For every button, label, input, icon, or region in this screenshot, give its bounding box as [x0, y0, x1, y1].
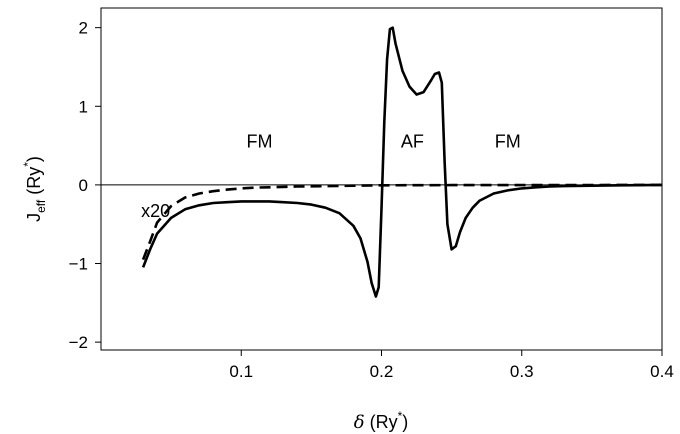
y-axis-unit-sup: * — [21, 162, 35, 167]
y-axis-symbol: J — [24, 213, 44, 222]
x-tick-label: 0.3 — [510, 362, 534, 381]
y-axis-unit-open: (Ry — [24, 167, 44, 200]
y-axis-title: Jeff (Ry*) — [21, 156, 48, 222]
y-axis-unit-close: ) — [24, 156, 44, 162]
annotation-label: FM — [246, 132, 272, 152]
series-layer — [141, 26, 663, 298]
y-tick-label: 1 — [79, 97, 88, 116]
x-tick-label: 0.4 — [650, 362, 674, 381]
y-axis-subscript: eff — [34, 199, 48, 213]
x-axis-symbol: δ — [354, 412, 365, 433]
y-tick-label: 0 — [79, 176, 88, 195]
annotation-label: AF — [401, 132, 424, 152]
annotation-label: FM — [495, 132, 521, 152]
solid-series-line — [141, 26, 663, 298]
x-tick-label: 0.1 — [229, 362, 253, 381]
y-tick-label: −2 — [69, 333, 88, 352]
x-axis-unit-close: ) — [402, 412, 408, 432]
x-axis-unit-open: (Ry — [365, 412, 398, 432]
annotations: FM AF FM x20 — [141, 132, 521, 221]
y-tick-label: 2 — [79, 19, 88, 38]
x-axis-ticks: 0.1 0.2 0.3 0.4 — [229, 350, 674, 381]
x-tick-label: 0.2 — [370, 362, 394, 381]
annotation-label: x20 — [141, 201, 170, 221]
dashed-series-line — [141, 183, 663, 261]
y-tick-label: −1 — [69, 255, 88, 274]
x-axis-unit-sup: * — [398, 409, 403, 423]
y-axis-ticks: −2 −1 0 1 2 — [69, 19, 101, 352]
x-axis-title: δ (Ry*) — [354, 409, 409, 433]
